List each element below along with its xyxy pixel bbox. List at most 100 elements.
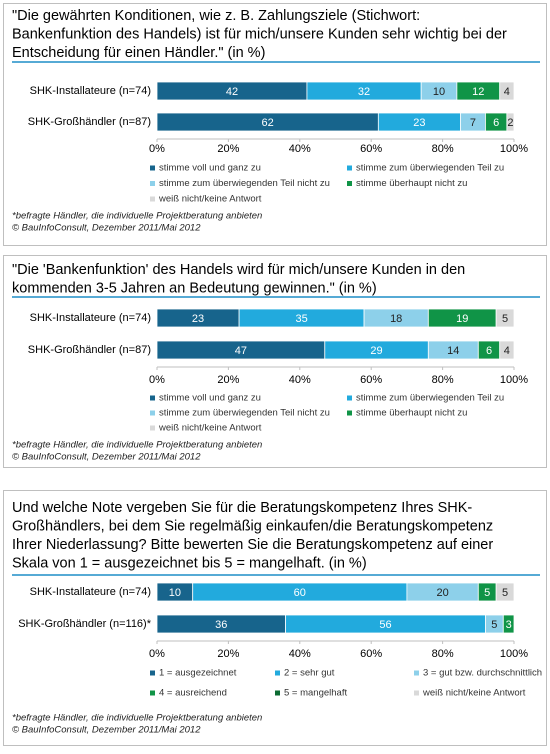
legend-swatch <box>150 690 155 696</box>
legend-swatch <box>275 670 280 676</box>
legend-swatch <box>414 670 419 676</box>
legend-swatch <box>275 690 280 696</box>
data-label: 10 <box>433 86 445 98</box>
chart-title: Ihrer Niederlassung? Bitte bewerten Sie … <box>12 537 493 553</box>
data-label: 4 <box>504 345 510 357</box>
x-tick-label: 0% <box>149 374 165 386</box>
data-label: 2 <box>507 117 513 129</box>
legend-label: stimme zum überwiegenden Teil zu <box>356 163 504 174</box>
footnote: *befragte Händler, die individuelle Proj… <box>12 713 262 724</box>
legend-label: weiß nicht/keine Antwort <box>422 688 526 699</box>
footnote: © BauInfoConsult, Dezember 2011/Mai 2012 <box>12 725 201 736</box>
data-label: 6 <box>493 117 499 129</box>
footnote: *befragte Händler, die individuelle Proj… <box>12 440 262 451</box>
chart-title: "Die 'Bankenfunktion' des Handels wird f… <box>12 262 465 278</box>
x-tick-label: 40% <box>289 143 311 155</box>
legend-swatch <box>150 165 155 171</box>
bar-segment <box>499 340 515 360</box>
data-label: 3 <box>506 619 512 631</box>
data-label: 62 <box>262 117 274 129</box>
legend-label: stimme überhaupt nicht zu <box>356 178 467 189</box>
legend-swatch <box>347 165 352 171</box>
legend-swatch <box>150 425 155 431</box>
data-label: 5 <box>491 619 497 631</box>
x-tick-label: 100% <box>500 143 528 155</box>
legend-swatch <box>150 410 155 416</box>
x-tick-label: 60% <box>360 374 382 386</box>
panel-frame <box>3 255 547 468</box>
data-label: 6 <box>486 345 492 357</box>
legend-label: 5 = mangelhaft <box>284 688 347 699</box>
bar-segment <box>495 582 515 602</box>
x-tick-label: 80% <box>432 143 454 155</box>
data-label: 12 <box>472 86 484 98</box>
chart-title: Großhändlers, bei dem Sie regelmäßig ein… <box>12 518 493 534</box>
bar-segment <box>506 112 515 132</box>
bar-segment <box>495 308 515 328</box>
panel-frame <box>3 490 547 746</box>
data-label: 5 <box>484 587 490 599</box>
x-tick-label: 100% <box>500 648 528 660</box>
legend-label: 4 = ausreichend <box>159 688 227 699</box>
legend-label: stimme zum überwiegenden Teil zu <box>356 393 504 404</box>
category-label: SHK-Großhändler (n=87) <box>28 116 151 128</box>
data-label: 36 <box>215 619 227 631</box>
category-label: SHK-Installateure (n=74) <box>30 85 151 97</box>
bar-segment <box>499 81 515 101</box>
data-label: 23 <box>413 117 425 129</box>
data-label: 35 <box>295 313 307 325</box>
legend-label: weiß nicht/keine Antwort <box>158 194 262 205</box>
data-label: 5 <box>502 313 508 325</box>
data-label: 10 <box>169 587 181 599</box>
data-label: 29 <box>370 345 382 357</box>
data-label: 5 <box>502 587 508 599</box>
legend-label: 2 = sehr gut <box>284 668 335 679</box>
data-label: 56 <box>379 619 391 631</box>
x-tick-label: 0% <box>149 143 165 155</box>
legend-label: stimme voll und ganz zu <box>159 163 261 174</box>
legend-swatch <box>150 196 155 202</box>
data-label: 47 <box>235 345 247 357</box>
x-tick-label: 100% <box>500 374 528 386</box>
legend-label: stimme überhaupt nicht zu <box>356 408 467 419</box>
x-tick-label: 80% <box>432 648 454 660</box>
x-tick-label: 40% <box>289 648 311 660</box>
data-label: 14 <box>447 345 459 357</box>
legend-swatch <box>150 670 155 676</box>
chart-title: "Die gewährten Konditionen, wie z. B. Za… <box>12 8 420 24</box>
data-label: 7 <box>470 117 476 129</box>
legend-label: stimme zum überwiegenden Teil nicht zu <box>159 178 330 189</box>
data-label: 60 <box>294 587 306 599</box>
legend-swatch <box>347 395 352 401</box>
bar-segment <box>502 614 515 634</box>
chart-title: Entscheidung für einen Händler." (in %) <box>12 45 265 61</box>
data-label: 42 <box>226 86 238 98</box>
legend-swatch <box>347 181 352 186</box>
chart-title: Skala von 1 = ausgezeichnet bis 5 = mang… <box>12 555 367 571</box>
legend-swatch <box>414 690 419 696</box>
footnote: © BauInfoConsult, Dezember 2011/Mai 2012 <box>12 223 201 234</box>
data-label: 32 <box>358 86 370 98</box>
legend-label: 3 = gut bzw. durchschnittlich <box>423 668 542 679</box>
data-label: 19 <box>456 313 468 325</box>
category-label: SHK-Großhändler (n=87) <box>28 344 151 356</box>
chart-title: Bankenfunktion des Handels) ist für mich… <box>12 26 507 42</box>
chart-title: Und welche Note vergeben Sie für die Ber… <box>12 500 472 516</box>
legend-label: stimme zum überwiegenden Teil nicht zu <box>159 408 330 419</box>
x-tick-label: 60% <box>360 143 382 155</box>
chart-title: kommenden 3-5 Jahren an Bedeutung gewinn… <box>12 280 377 296</box>
x-tick-label: 20% <box>217 374 239 386</box>
legend-label: stimme voll und ganz zu <box>159 393 261 404</box>
data-label: 20 <box>436 587 448 599</box>
legend-swatch <box>347 410 352 416</box>
x-tick-label: 20% <box>217 143 239 155</box>
x-tick-label: 40% <box>289 374 311 386</box>
x-tick-label: 60% <box>360 648 382 660</box>
legend-label: 1 = ausgezeichnet <box>159 668 237 679</box>
category-label: SHK-Installateure (n=74) <box>30 586 151 598</box>
panel-frame <box>3 3 547 246</box>
category-label: SHK-Großhändler (n=116)* <box>18 618 151 630</box>
category-label: SHK-Installateure (n=74) <box>30 312 151 324</box>
